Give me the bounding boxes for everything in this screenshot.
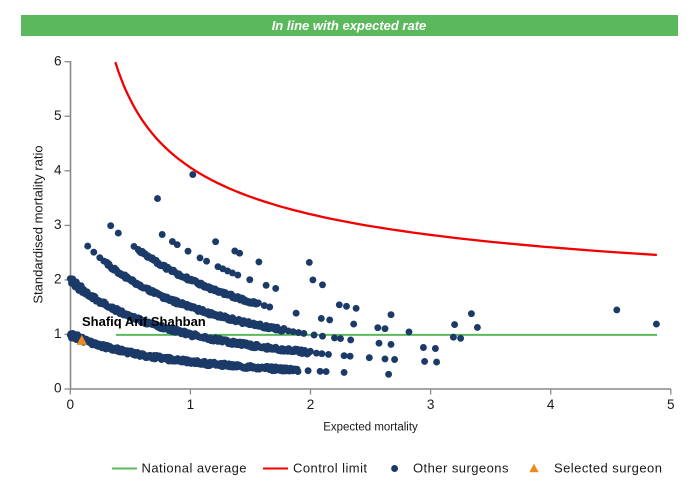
svg-text:Expected mortality: Expected mortality (323, 422, 418, 434)
svg-text:1: 1 (187, 397, 195, 412)
svg-text:4: 4 (547, 397, 555, 412)
svg-text:0: 0 (54, 381, 62, 396)
svg-text:4: 4 (54, 162, 62, 177)
svg-text:In line with expected rate: In line with expected rate (272, 18, 427, 33)
svg-text:2: 2 (307, 397, 315, 412)
svg-text:5: 5 (667, 397, 675, 412)
svg-text:2: 2 (54, 272, 62, 287)
svg-text:1: 1 (54, 326, 62, 341)
svg-text:5: 5 (54, 108, 62, 123)
svg-text:Shafiq Arif Shahban: Shafiq Arif Shahban (82, 314, 206, 329)
svg-text:National average: National average (142, 461, 248, 476)
svg-text:6: 6 (54, 53, 62, 68)
svg-text:3: 3 (54, 217, 62, 232)
svg-text:Control limit: Control limit (293, 461, 367, 476)
svg-text:Other surgeons: Other surgeons (413, 461, 509, 476)
svg-text:Selected surgeon: Selected surgeon (554, 461, 662, 476)
svg-text:Standardised mortality ratio: Standardised mortality ratio (31, 145, 46, 303)
svg-text:3: 3 (427, 397, 435, 412)
svg-text:0: 0 (67, 397, 75, 412)
